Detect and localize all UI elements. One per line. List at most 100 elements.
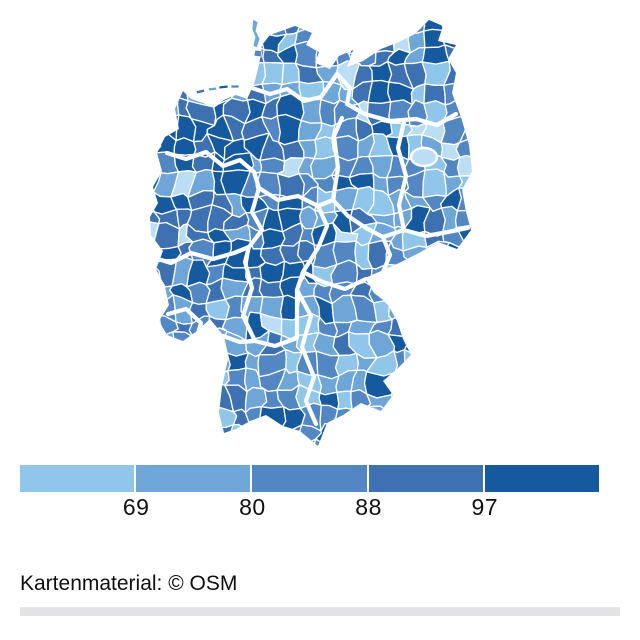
district-shape[interactable]	[156, 331, 176, 361]
berlin-shape[interactable]	[409, 146, 439, 168]
district-shape[interactable]	[438, 333, 464, 356]
district-shape[interactable]	[403, 366, 429, 392]
district-shape[interactable]	[387, 284, 413, 307]
district-shape[interactable]	[388, 304, 407, 321]
district-shape[interactable]	[213, 66, 234, 88]
district-shape[interactable]	[475, 315, 503, 337]
district-shape[interactable]	[240, 61, 267, 87]
district-shape[interactable]	[383, 438, 416, 458]
district-shape[interactable]	[190, 407, 214, 429]
district-shape[interactable]	[137, 420, 162, 449]
district-shape[interactable]	[406, 258, 426, 287]
district-shape[interactable]	[389, 0, 411, 19]
district-shape[interactable]	[438, 385, 468, 410]
island-shape[interactable]	[253, 49, 263, 58]
district-shape[interactable]	[419, 255, 449, 285]
district-shape[interactable]	[419, 333, 441, 355]
district-shape[interactable]	[230, 423, 251, 449]
district-shape[interactable]	[421, 279, 450, 300]
district-shape[interactable]	[444, 294, 465, 322]
district-shape[interactable]	[172, 47, 196, 70]
district-shape[interactable]	[246, 421, 270, 448]
district-shape[interactable]	[411, 436, 431, 459]
district-shape[interactable]	[171, 331, 197, 361]
district-shape[interactable]	[315, 41, 339, 69]
district-shape[interactable]	[456, 187, 485, 215]
district-shape[interactable]	[136, 438, 162, 458]
district-shape[interactable]	[401, 298, 428, 321]
district-shape[interactable]	[348, 26, 377, 55]
district-shape[interactable]	[156, 66, 180, 92]
district-shape[interactable]	[351, 0, 371, 14]
island-shape[interactable]	[207, 86, 218, 92]
island-shape[interactable]	[195, 88, 206, 95]
district-shape[interactable]	[443, 0, 466, 17]
district-shape[interactable]	[386, 422, 413, 444]
island-shape[interactable]	[251, 18, 261, 49]
district-shape[interactable]	[133, 403, 155, 425]
district-shape[interactable]	[367, 437, 389, 458]
district-shape[interactable]	[316, 0, 336, 13]
district-shape[interactable]	[366, 10, 392, 33]
district-shape[interactable]	[463, 279, 488, 300]
district-shape[interactable]	[462, 262, 486, 283]
district-shape[interactable]	[460, 94, 483, 125]
district-shape[interactable]	[276, 113, 302, 146]
district-shape[interactable]	[457, 30, 484, 54]
district-shape[interactable]	[331, 12, 361, 29]
island-shape[interactable]	[230, 84, 240, 89]
district-shape[interactable]	[421, 0, 449, 15]
district-shape[interactable]	[423, 365, 451, 392]
district-shape[interactable]	[465, 420, 485, 449]
district-shape[interactable]	[156, 368, 177, 395]
district-shape[interactable]	[372, 28, 396, 53]
district-shape[interactable]	[204, 26, 228, 53]
district-shape[interactable]	[187, 42, 216, 72]
district-shape[interactable]	[443, 421, 471, 446]
district-shape[interactable]	[403, 385, 429, 412]
district-shape[interactable]	[438, 312, 466, 341]
district-shape[interactable]	[334, 0, 357, 14]
district-shape[interactable]	[190, 421, 214, 443]
district-shape[interactable]	[209, 42, 229, 72]
district-shape[interactable]	[419, 14, 445, 32]
district-shape[interactable]	[190, 64, 217, 88]
district-shape[interactable]	[421, 438, 450, 458]
district-shape[interactable]	[368, 423, 392, 441]
district-shape[interactable]	[242, 0, 260, 14]
district-shape[interactable]	[457, 337, 483, 360]
district-shape[interactable]	[259, 0, 285, 17]
district-shape[interactable]	[152, 28, 178, 54]
district-shape[interactable]	[391, 370, 411, 396]
district-shape[interactable]	[136, 243, 156, 270]
district-shape[interactable]	[312, 438, 338, 458]
district-shape[interactable]	[175, 65, 197, 89]
district-shape[interactable]	[136, 329, 162, 359]
district-shape[interactable]	[366, 405, 393, 431]
district-shape[interactable]	[279, 424, 303, 448]
district-shape[interactable]	[153, 221, 181, 250]
district-shape[interactable]	[459, 444, 481, 458]
district-shape[interactable]	[137, 295, 160, 325]
district-shape[interactable]	[139, 314, 162, 334]
district-shape[interactable]	[443, 259, 468, 285]
district-shape[interactable]	[312, 240, 338, 270]
district-shape[interactable]	[171, 13, 195, 36]
district-shape[interactable]	[230, 0, 248, 12]
district-shape[interactable]	[134, 279, 162, 304]
district-shape[interactable]	[336, 390, 353, 411]
district-shape[interactable]	[403, 349, 425, 374]
district-shape[interactable]	[193, 0, 210, 18]
district-shape[interactable]	[139, 152, 162, 175]
district-shape[interactable]	[387, 408, 408, 425]
district-shape[interactable]	[460, 82, 483, 100]
district-shape[interactable]	[461, 0, 481, 17]
district-shape[interactable]	[172, 387, 197, 412]
district-shape[interactable]	[171, 440, 197, 458]
district-shape[interactable]	[136, 189, 155, 213]
district-shape[interactable]	[207, 0, 236, 15]
district-shape[interactable]	[135, 99, 155, 120]
district-shape[interactable]	[153, 389, 177, 408]
district-shape[interactable]	[456, 373, 480, 395]
district-shape[interactable]	[367, 0, 391, 15]
